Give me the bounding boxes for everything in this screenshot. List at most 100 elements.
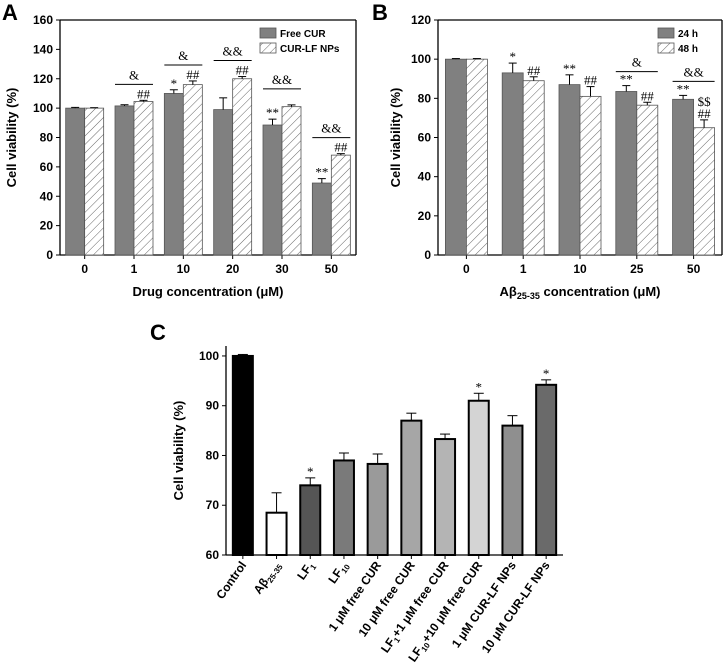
b-label-s0-3: ** xyxy=(620,72,633,87)
a-label-s1-3-0: ## xyxy=(236,63,250,78)
b-label-s0-2: ** xyxy=(563,61,576,76)
b-label-s1-4-1: ## xyxy=(698,106,712,121)
b-legend-swatch-0 xyxy=(657,27,675,39)
c-ytick-3: 90 xyxy=(206,399,220,413)
a-xtick-0: 0 xyxy=(81,262,88,276)
a-bracket-label-3: && xyxy=(272,72,292,87)
c-bar-0 xyxy=(231,354,254,557)
a-bar-s0-3 xyxy=(213,109,234,256)
a-ylabel: Cell viability (%) xyxy=(4,88,19,188)
b-bar-s1-4 xyxy=(693,127,715,256)
a-xlabel: Drug concentration (μM) xyxy=(133,284,284,299)
a-label-s1-5-0: ## xyxy=(334,140,348,155)
a-ytick-0: 0 xyxy=(46,248,53,262)
a-bar-s1-4 xyxy=(281,106,302,256)
c-bar-2 xyxy=(299,484,322,557)
a-bar-s0-1 xyxy=(114,105,135,256)
b-legend-swatch-1 xyxy=(657,42,675,54)
b-xtick-4: 50 xyxy=(687,262,701,276)
c-bar-6 xyxy=(434,438,457,556)
a-ytick-4: 80 xyxy=(40,131,54,145)
a-ytick-2: 40 xyxy=(40,189,54,203)
c-ytick-2: 80 xyxy=(206,448,220,462)
a-bracket-label-2: && xyxy=(223,44,243,59)
b-label-s0-4: ** xyxy=(677,81,690,96)
b-bar-s0-0 xyxy=(444,58,467,256)
b-ytick-4: 80 xyxy=(418,91,432,105)
b-legend-label-0: 24 h xyxy=(678,29,698,40)
b-bracket-label-0: & xyxy=(632,55,642,70)
c-bar-8 xyxy=(501,424,524,556)
panel-label-b: B xyxy=(372,0,388,25)
a-legend-label-0: Free CUR xyxy=(280,29,326,40)
a-bar-s1-3 xyxy=(232,78,253,256)
b-xtick-2: 10 xyxy=(573,262,587,276)
c-ytick-4: 100 xyxy=(199,349,219,363)
b-bar-s0-3 xyxy=(615,91,638,256)
a-xtick-3: 20 xyxy=(226,262,240,276)
b-ytick-5: 100 xyxy=(411,52,431,66)
b-bar-s0-4 xyxy=(672,98,694,256)
c-xtick-2: LF1 xyxy=(294,558,318,583)
a-bar-s0-0 xyxy=(65,107,86,256)
b-bar-s1-3 xyxy=(636,104,659,256)
b-bar-s1-2 xyxy=(579,95,602,256)
a-legend-swatch-1 xyxy=(259,42,277,54)
a-bar-s1-5 xyxy=(330,154,351,256)
c-bar-5 xyxy=(400,419,423,556)
c-bar-1 xyxy=(265,511,288,557)
a-bracket-label-0: & xyxy=(129,67,139,82)
a-label-s1-2-0: ## xyxy=(186,67,200,82)
c-bar-9 xyxy=(535,383,558,557)
panel-label-a: A xyxy=(2,0,18,25)
b-ytick-3: 60 xyxy=(418,131,432,145)
a-ytick-1: 20 xyxy=(40,219,54,233)
b-xlabel: Aβ25-35 concentration (μM) xyxy=(500,284,661,301)
a-bar-s1-2 xyxy=(182,84,203,256)
b-bracket-label-1: && xyxy=(683,64,703,79)
panel-label-c: C xyxy=(150,320,166,345)
c-ytick-0: 60 xyxy=(206,548,220,562)
a-bracket-label-4: && xyxy=(321,121,341,136)
b-label-s1-2-0: ## xyxy=(584,73,598,88)
b-bar-s0-1 xyxy=(501,72,524,256)
a-label-s1-1-0: ## xyxy=(137,86,151,101)
a-legend-swatch-0 xyxy=(259,27,277,39)
b-ytick-1: 20 xyxy=(418,209,432,223)
b-label-s1-3-0: ## xyxy=(641,88,655,103)
a-legend-label-1: CUR-LF NPs xyxy=(280,44,340,55)
a-xtick-5: 50 xyxy=(325,262,339,276)
a-ytick-3: 60 xyxy=(40,160,54,174)
a-xtick-1: 1 xyxy=(131,262,138,276)
b-label-s1-4-0: $$ xyxy=(698,94,712,109)
a-bracket-label-1: & xyxy=(178,48,188,63)
a-ytick-6: 120 xyxy=(33,72,53,86)
c-xtick-3: LF10 xyxy=(325,558,352,587)
c-label-2: * xyxy=(307,464,314,479)
a-xtick-4: 30 xyxy=(275,262,289,276)
a-label-s0-5: ** xyxy=(315,165,328,180)
b-ytick-0: 0 xyxy=(424,248,431,262)
a-bar-s1-1 xyxy=(133,101,154,256)
c-xtick-0: Control xyxy=(213,559,249,602)
a-ytick-5: 100 xyxy=(33,101,53,115)
a-ytick-7: 140 xyxy=(33,42,53,56)
a-bar-s0-4 xyxy=(262,124,283,256)
c-label-7: * xyxy=(476,379,483,394)
b-ytick-6: 120 xyxy=(411,13,431,27)
c-ylabel: Cell viability (%) xyxy=(171,401,186,501)
c-label-9: * xyxy=(543,366,550,381)
b-legend-label-1: 48 h xyxy=(678,44,698,55)
a-xtick-2: 10 xyxy=(177,262,191,276)
b-label-s1-1-0: ## xyxy=(527,63,541,78)
a-ytick-8: 160 xyxy=(33,13,53,27)
b-label-s0-1: * xyxy=(509,49,516,64)
b-xtick-3: 25 xyxy=(630,262,644,276)
b-bar-s1-1 xyxy=(522,80,545,256)
b-ytick-2: 40 xyxy=(418,170,432,184)
b-ylabel: Cell viability (%) xyxy=(388,88,403,188)
c-xtick-1: Aβ25-35 xyxy=(251,558,285,597)
b-xtick-0: 0 xyxy=(463,262,470,276)
